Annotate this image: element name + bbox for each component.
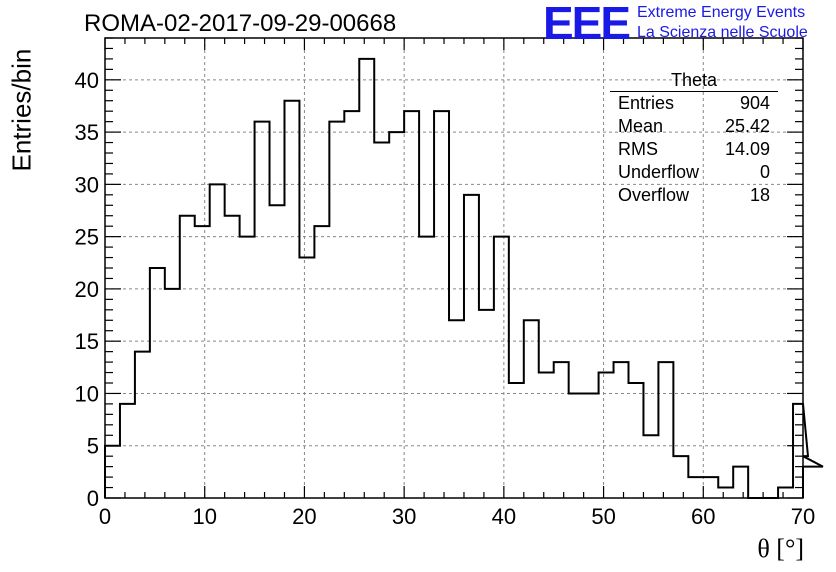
stats-box: Theta Entries 904 Mean 25.42 RMS 14.09 Unde… bbox=[610, 70, 778, 207]
histogram-bin bbox=[284, 101, 299, 498]
histogram-bin bbox=[494, 237, 509, 498]
histogram-bin bbox=[658, 362, 673, 498]
y-tick-label: 5 bbox=[87, 434, 99, 459]
histogram-bin bbox=[359, 59, 374, 498]
histogram-bin bbox=[539, 373, 554, 498]
y-tick-label: 40 bbox=[75, 68, 99, 93]
histogram-bin bbox=[554, 362, 569, 498]
stats-label: Mean bbox=[618, 116, 664, 136]
histogram-bin bbox=[449, 320, 464, 498]
histogram-bin bbox=[673, 456, 688, 498]
stats-row-underflow: Underflow 0 bbox=[610, 161, 778, 184]
histogram-bin bbox=[314, 226, 329, 498]
x-tick-label: 20 bbox=[292, 504, 316, 529]
histogram-bin bbox=[599, 373, 614, 498]
stats-value: 25.42 bbox=[724, 116, 770, 136]
histogram-bin bbox=[778, 488, 793, 498]
stats-row-mean: Mean 25.42 bbox=[610, 115, 778, 138]
histogram-line bbox=[104, 57, 824, 499]
eee-logo: EEE bbox=[543, 0, 631, 49]
histogram-series bbox=[104, 57, 824, 499]
logo-subtitle-2: La Scienza nelle Scuole bbox=[637, 24, 808, 41]
histogram-bin bbox=[614, 362, 629, 498]
y-tick-label: 35 bbox=[75, 120, 99, 145]
x-tick-label: 40 bbox=[492, 504, 516, 529]
x-axis-label: θ [°] bbox=[757, 534, 804, 563]
histogram-bin bbox=[718, 488, 733, 498]
stats-row-rms: RMS 14.09 bbox=[610, 138, 778, 161]
x-tick-label: 10 bbox=[192, 504, 216, 529]
y-tick-label: 0 bbox=[87, 486, 99, 511]
stats-label: Underflow bbox=[618, 162, 700, 182]
histogram-bin bbox=[509, 383, 524, 498]
y-tick-label: 20 bbox=[75, 277, 99, 302]
histogram-bin bbox=[434, 111, 449, 498]
stats-title: Theta bbox=[610, 70, 778, 92]
histogram-bin bbox=[643, 435, 658, 498]
histogram-bin bbox=[255, 122, 270, 498]
stats-row-entries: Entries 904 bbox=[610, 92, 778, 115]
histogram-bin bbox=[464, 195, 479, 498]
histogram-bin bbox=[270, 205, 285, 498]
y-axis-label: Entries/bin bbox=[6, 48, 37, 172]
histogram-bin bbox=[703, 477, 718, 498]
y-tick-label: 25 bbox=[75, 225, 99, 250]
x-tick-label: 60 bbox=[691, 504, 715, 529]
stats-label: Entries bbox=[618, 93, 675, 113]
x-tick-label: 70 bbox=[791, 504, 815, 529]
tick-labels: 0 10 20 30 40 50 60 70 0 5 10 15 20 25 30 35 40 bbox=[75, 68, 816, 529]
stats-label: Overflow bbox=[618, 185, 690, 205]
histogram-bin bbox=[180, 216, 195, 498]
x-tick-label: 30 bbox=[392, 504, 416, 529]
histogram-bin bbox=[404, 111, 419, 498]
logo-subtitle-1: Extreme Energy Events bbox=[637, 4, 806, 21]
y-tick-label: 10 bbox=[75, 381, 99, 406]
axis-ticks bbox=[104, 37, 804, 499]
histogram-bin bbox=[688, 477, 703, 498]
x-tick-label: 0 bbox=[99, 504, 111, 529]
histogram-bin bbox=[389, 132, 404, 498]
histogram-bin bbox=[225, 216, 240, 498]
histogram-bin bbox=[240, 237, 255, 498]
histogram-bin bbox=[733, 467, 748, 498]
histogram-bin bbox=[629, 383, 644, 498]
histogram-bin bbox=[210, 184, 225, 498]
histogram-bin bbox=[524, 320, 539, 498]
x-tick-label: 50 bbox=[591, 504, 615, 529]
stats-label: RMS bbox=[618, 139, 658, 159]
histogram-bin bbox=[299, 258, 314, 498]
histogram-bin bbox=[105, 446, 120, 498]
stats-value: 14.09 bbox=[724, 139, 770, 159]
stats-value: 904 bbox=[739, 93, 770, 113]
histogram-bin bbox=[195, 226, 210, 498]
histogram-bin bbox=[150, 268, 165, 498]
stats-value: 0 bbox=[759, 162, 770, 182]
y-tick-label: 15 bbox=[75, 329, 99, 354]
stats-value: 18 bbox=[749, 185, 770, 205]
histogram-bin bbox=[329, 122, 344, 498]
histogram-bin bbox=[793, 404, 803, 498]
histogram-bin bbox=[135, 352, 150, 498]
histogram-bin bbox=[120, 404, 135, 498]
y-tick-label: 30 bbox=[75, 172, 99, 197]
histogram-bin bbox=[374, 143, 389, 498]
stats-row-overflow: Overflow 18 bbox=[610, 184, 778, 207]
histogram-bin bbox=[344, 111, 359, 498]
histogram-bin bbox=[419, 237, 434, 498]
histogram-bin bbox=[479, 310, 494, 498]
run-title: ROMA-02-2017-09-29-00668 bbox=[84, 10, 397, 37]
